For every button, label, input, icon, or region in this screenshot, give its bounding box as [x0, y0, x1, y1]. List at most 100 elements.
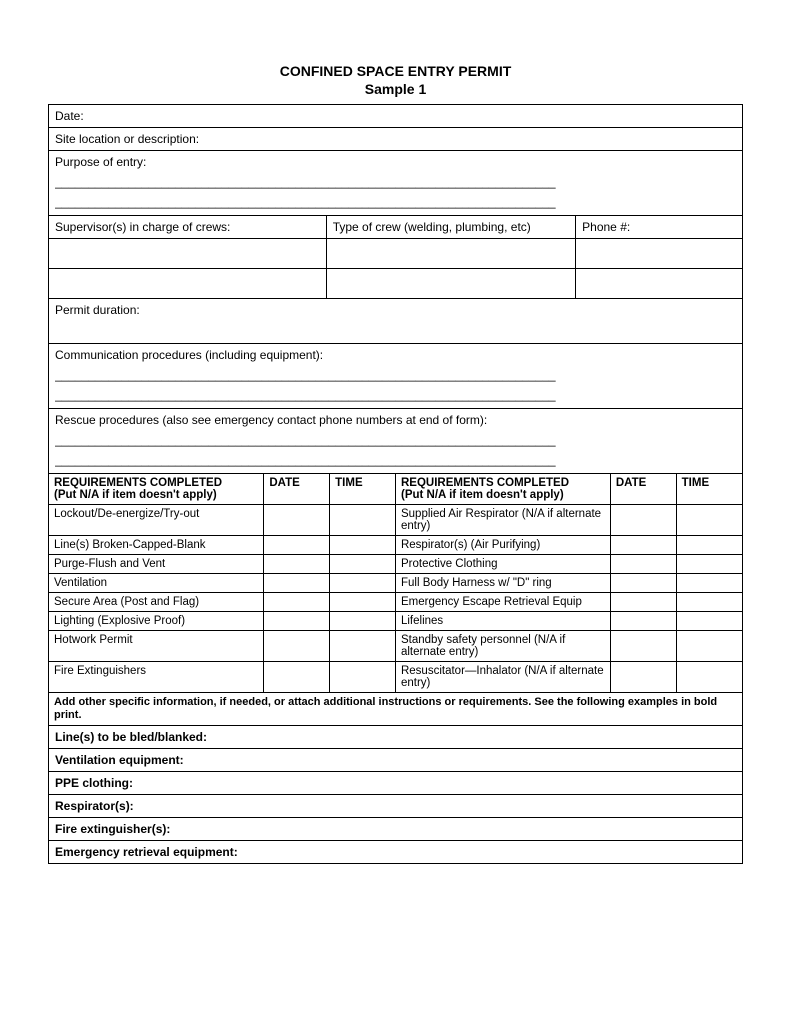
- req-cell[interactable]: [264, 631, 330, 662]
- crew-row: [49, 239, 742, 269]
- req-item: Secure Area (Post and Flag): [49, 593, 264, 612]
- req-cell[interactable]: [676, 593, 742, 612]
- req-item: Lighting (Explosive Proof): [49, 612, 264, 631]
- req-item: Standby safety personnel (N/A if alterna…: [395, 631, 610, 662]
- req-item: Supplied Air Respirator (N/A if alternat…: [395, 505, 610, 536]
- req-item: Ventilation: [49, 574, 264, 593]
- req-cell[interactable]: [610, 662, 676, 693]
- req-cell[interactable]: [264, 505, 330, 536]
- fill-line: ________________________________________…: [55, 195, 736, 209]
- req-cell[interactable]: [676, 536, 742, 555]
- crew-table: Supervisor(s) in charge of crews: Type o…: [49, 216, 742, 299]
- field-rescue: Rescue procedures (also see emergency co…: [49, 409, 742, 474]
- field-comm: Communication procedures (including equi…: [49, 344, 742, 409]
- req-cell[interactable]: [676, 505, 742, 536]
- req-item: Resuscitator—Inhalator (N/A if alternate…: [395, 662, 610, 693]
- req-item: Purge-Flush and Vent: [49, 555, 264, 574]
- req-cell[interactable]: [330, 505, 396, 536]
- req-header-left: REQUIREMENTS COMPLETED (Put N/A if item …: [49, 474, 264, 505]
- req-item: Fire Extinguishers: [49, 662, 264, 693]
- bold-field: Fire extinguisher(s):: [49, 818, 742, 841]
- req-cell[interactable]: [330, 555, 396, 574]
- crew-cell[interactable]: [576, 239, 742, 269]
- bold-field: Respirator(s):: [49, 795, 742, 818]
- req-cell[interactable]: [330, 612, 396, 631]
- req-cell[interactable]: [676, 662, 742, 693]
- label-site: Site location or description:: [55, 132, 199, 146]
- header-supervisor: Supervisor(s) in charge of crews:: [49, 216, 326, 239]
- fill-line: ________________________________________…: [55, 433, 736, 447]
- date-header: DATE: [264, 474, 330, 505]
- req-cell[interactable]: [610, 574, 676, 593]
- req-cell[interactable]: [610, 536, 676, 555]
- req-row: Secure Area (Post and Flag) Emergency Esc…: [49, 593, 742, 612]
- req-cell[interactable]: [610, 612, 676, 631]
- req-cell[interactable]: [264, 612, 330, 631]
- req-cell[interactable]: [264, 536, 330, 555]
- header-phone: Phone #:: [576, 216, 742, 239]
- req-cell[interactable]: [610, 505, 676, 536]
- req-cell[interactable]: [330, 662, 396, 693]
- crew-cell[interactable]: [326, 269, 575, 299]
- req-cell[interactable]: [330, 574, 396, 593]
- field-purpose: Purpose of entry: ______________________…: [49, 151, 742, 216]
- date-header: DATE: [610, 474, 676, 505]
- label-duration: Permit duration:: [55, 303, 140, 317]
- form-outer: Date: Site location or description: Purp…: [48, 104, 743, 863]
- label-purpose: Purpose of entry:: [55, 155, 146, 169]
- req-row: Lighting (Explosive Proof) Lifelines: [49, 612, 742, 631]
- bold-field: Ventilation equipment:: [49, 749, 742, 772]
- fill-line: ________________________________________…: [55, 388, 736, 402]
- req-row: Line(s) Broken-Capped-Blank Respirator(s)…: [49, 536, 742, 555]
- req-row: Purge-Flush and Vent Protective Clothing: [49, 555, 742, 574]
- req-item: Protective Clothing: [395, 555, 610, 574]
- req-item: Emergency Escape Retrieval Equip: [395, 593, 610, 612]
- req-cell[interactable]: [676, 631, 742, 662]
- req-cell[interactable]: [330, 536, 396, 555]
- req-header-right: REQUIREMENTS COMPLETED (Put N/A if item …: [395, 474, 610, 505]
- req-item: Lifelines: [395, 612, 610, 631]
- crew-cell[interactable]: [576, 269, 742, 299]
- req-cell[interactable]: [610, 631, 676, 662]
- time-header: TIME: [676, 474, 742, 505]
- req-subheader-text: (Put N/A if item doesn't apply): [401, 489, 605, 501]
- bold-field: Emergency retrieval equipment:: [49, 841, 742, 863]
- fill-line: ________________________________________…: [55, 368, 736, 382]
- req-header-text: REQUIREMENTS COMPLETED: [401, 477, 605, 489]
- req-cell[interactable]: [264, 555, 330, 574]
- req-cell[interactable]: [264, 574, 330, 593]
- req-cell[interactable]: [264, 662, 330, 693]
- fill-line: ________________________________________…: [55, 453, 736, 467]
- req-cell[interactable]: [610, 593, 676, 612]
- additional-note: Add other specific information, if neede…: [49, 693, 742, 725]
- req-cell[interactable]: [676, 612, 742, 631]
- label-date: Date:: [55, 109, 84, 123]
- title-block: CONFINED SPACE ENTRY PERMIT Sample 1: [48, 62, 743, 98]
- crew-cell[interactable]: [326, 239, 575, 269]
- req-cell[interactable]: [610, 555, 676, 574]
- field-duration: Permit duration:: [49, 299, 742, 344]
- req-row: Ventilation Full Body Harness w/ "D" ring: [49, 574, 742, 593]
- label-comm: Communication procedures (including equi…: [55, 348, 323, 362]
- title-line1: CONFINED SPACE ENTRY PERMIT: [48, 62, 743, 80]
- req-cell[interactable]: [676, 574, 742, 593]
- req-item: Respirator(s) (Air Purifying): [395, 536, 610, 555]
- crew-cell[interactable]: [49, 239, 326, 269]
- req-item: Line(s) Broken-Capped-Blank: [49, 536, 264, 555]
- crew-cell[interactable]: [49, 269, 326, 299]
- title-line2: Sample 1: [48, 80, 743, 98]
- req-row: Hotwork PermitStandby safety personnel (…: [49, 631, 742, 662]
- req-cell[interactable]: [330, 631, 396, 662]
- time-header: TIME: [330, 474, 396, 505]
- req-cell[interactable]: [330, 593, 396, 612]
- bold-field: PPE clothing:: [49, 772, 742, 795]
- field-site: Site location or description:: [49, 128, 742, 151]
- req-subheader-text: (Put N/A if item doesn't apply): [54, 489, 258, 501]
- req-cell[interactable]: [676, 555, 742, 574]
- req-item: Full Body Harness w/ "D" ring: [395, 574, 610, 593]
- requirements-table: REQUIREMENTS COMPLETED (Put N/A if item …: [49, 474, 742, 693]
- bold-field: Line(s) to be bled/blanked:: [49, 726, 742, 749]
- field-date: Date:: [49, 105, 742, 128]
- req-row: Lockout/De-energize/Try-outSupplied Air …: [49, 505, 742, 536]
- req-cell[interactable]: [264, 593, 330, 612]
